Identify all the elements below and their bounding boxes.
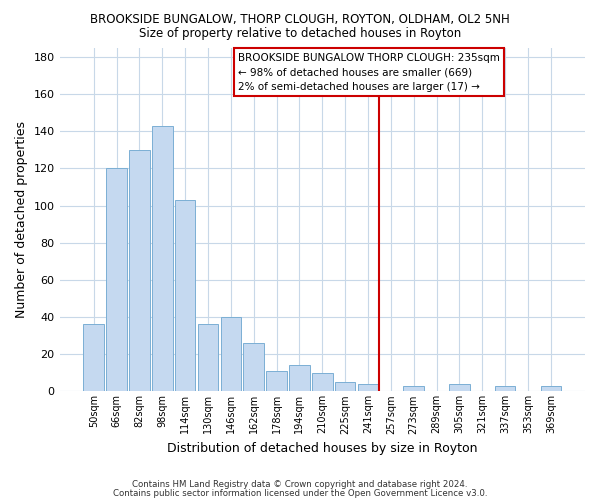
Bar xyxy=(541,386,561,392)
Text: Size of property relative to detached houses in Royton: Size of property relative to detached ho… xyxy=(139,28,461,40)
Bar xyxy=(449,384,470,392)
Text: Contains public sector information licensed under the Open Government Licence v3: Contains public sector information licen… xyxy=(113,489,487,498)
X-axis label: Distribution of detached houses by size in Royton: Distribution of detached houses by size … xyxy=(167,442,478,455)
Bar xyxy=(289,366,310,392)
Bar xyxy=(335,382,355,392)
Bar xyxy=(106,168,127,392)
Text: Contains HM Land Registry data © Crown copyright and database right 2024.: Contains HM Land Registry data © Crown c… xyxy=(132,480,468,489)
Text: BROOKSIDE BUNGALOW THORP CLOUGH: 235sqm
← 98% of detached houses are smaller (66: BROOKSIDE BUNGALOW THORP CLOUGH: 235sqm … xyxy=(238,52,500,92)
Bar xyxy=(152,126,173,392)
Bar xyxy=(266,371,287,392)
Text: BROOKSIDE BUNGALOW, THORP CLOUGH, ROYTON, OLDHAM, OL2 5NH: BROOKSIDE BUNGALOW, THORP CLOUGH, ROYTON… xyxy=(90,12,510,26)
Bar xyxy=(175,200,196,392)
Y-axis label: Number of detached properties: Number of detached properties xyxy=(15,121,28,318)
Bar xyxy=(198,324,218,392)
Bar xyxy=(83,324,104,392)
Bar xyxy=(403,386,424,392)
Bar xyxy=(129,150,150,392)
Bar xyxy=(358,384,378,392)
Bar xyxy=(495,386,515,392)
Bar xyxy=(244,343,264,392)
Bar xyxy=(221,317,241,392)
Bar xyxy=(312,373,332,392)
